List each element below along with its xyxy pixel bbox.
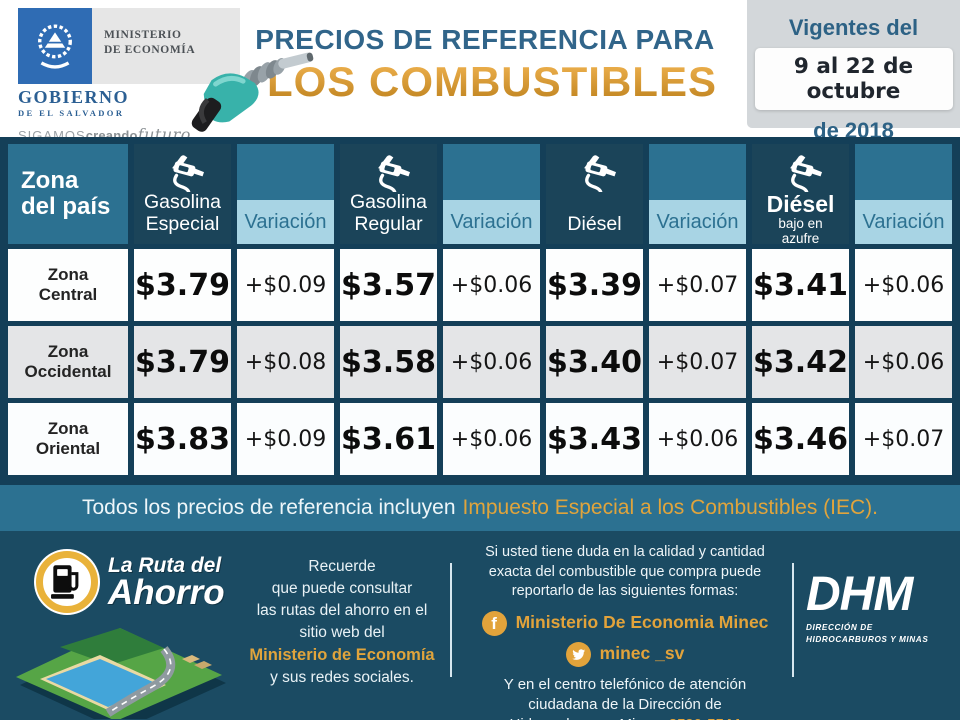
price-cell: $3.42 (752, 326, 849, 398)
twitter-icon (565, 641, 591, 667)
variation-cell: +$0.06 (649, 403, 746, 475)
report-section: Si usted tiene duda en la calidad y cant… (460, 543, 790, 720)
footer: La Ruta del Ahorro Recuerde que puede co… (0, 531, 960, 720)
coat-of-arms-icon (18, 8, 92, 84)
page-title: PRECIOS DE REFERENCIA PARA LOS COMBUSTIB… (235, 24, 735, 106)
ministry-label: MINISTERIO DE ECONOMÍA (92, 8, 240, 84)
fuel-pump-icon (377, 155, 410, 192)
zone-cell: Zona Occidental (8, 326, 128, 398)
column-header-gasolina-especial: Gasolina Especial (134, 144, 231, 244)
fuel-label-line1: Gasolina (350, 191, 427, 214)
ministry-line1: MINISTERIO (104, 29, 182, 41)
price-cell: $3.46 (752, 403, 849, 475)
ministry-highlight: Ministerio de Economía (249, 646, 435, 664)
price-cell: $3.39 (546, 249, 643, 321)
gobierno-label: GOBIERNO (18, 87, 130, 107)
zone-cell: Zona Oriental (8, 403, 128, 475)
price-cell: $3.58 (340, 326, 437, 398)
validity-dates: 9 al 22 de octubre (754, 48, 953, 110)
fuel-pump-icon (583, 155, 616, 192)
price-cell: $3.40 (546, 326, 643, 398)
fuel-pump-circle-icon (36, 551, 98, 613)
fuel-pump-icon (171, 155, 204, 192)
variation-cell: +$0.08 (237, 326, 334, 398)
column-header-variacion-2: Variación (443, 144, 540, 244)
twitter-handle: minec _sv (599, 643, 685, 664)
price-cell: $3.79 (134, 249, 231, 321)
title-line2: LOS COMBUSTIBLES (235, 58, 735, 106)
phone-number: 2590-5544 (669, 716, 741, 720)
fuel-pump-icon (789, 155, 822, 192)
validity-prefix: Vigentes del (788, 15, 919, 40)
column-header-diesel: Diésel (546, 144, 643, 244)
price-cell: $3.57 (340, 249, 437, 321)
fuel-label-line2: Regular (354, 212, 423, 235)
government-logo: MINISTERIO DE ECONOMÍA GOBIERNO DE EL SA… (18, 8, 248, 144)
variation-cell: +$0.06 (443, 249, 540, 321)
phone-text: Y en el centro telefónico de atención ci… (460, 675, 790, 720)
variation-cell: +$0.06 (443, 403, 540, 475)
price-table: Zona del país Gasolina Especial Variación (0, 137, 960, 485)
el-salvador-label: DE EL SALVADOR (18, 108, 125, 118)
facebook-row: f Ministerio De Economia Minec (460, 610, 790, 636)
variation-header-label: Variación (237, 200, 334, 244)
variation-cell: +$0.09 (237, 403, 334, 475)
validity-date-box: Vigentes del 9 al 22 de octubre de 2018 (747, 0, 960, 143)
variation-cell: +$0.09 (237, 249, 334, 321)
column-header-gasolina-regular: Gasolina Regular (340, 144, 437, 244)
price-cell: $3.41 (752, 249, 849, 321)
map-illustration (16, 628, 226, 719)
pump-nozzle-art-icon (191, 52, 314, 132)
variation-cell: +$0.06 (855, 249, 952, 321)
ruta-del-ahorro-logo: La Ruta del Ahorro (36, 551, 225, 613)
variation-header-top (649, 144, 746, 200)
iec-highlight: Impuesto Especial a los Combustibles (IE… (462, 496, 879, 519)
price-cell: $3.43 (546, 403, 643, 475)
iec-banner: Todos los precios de referencia incluyen… (0, 485, 960, 531)
variation-header-top (237, 144, 334, 200)
fuel-label-line1: Diésel (567, 212, 622, 235)
variation-cell: +$0.06 (443, 326, 540, 398)
twitter-row: minec _sv (460, 641, 790, 667)
variation-header-label: Variación (443, 200, 540, 244)
zone-cell: Zona Central (8, 249, 128, 321)
variation-cell: +$0.07 (649, 249, 746, 321)
column-header-variacion-1: Variación (237, 144, 334, 244)
variation-cell: +$0.07 (855, 403, 952, 475)
variation-cell: +$0.06 (855, 326, 952, 398)
dhm-logo: DHM DIRECCIÓN DE HIDROCARBUROS Y MINAS (806, 571, 956, 647)
header-band: MINISTERIO DE ECONOMÍA GOBIERNO DE EL SA… (0, 0, 960, 144)
column-header-variacion-4: Variación (855, 144, 952, 244)
ruta-logo-text: La Ruta del Ahorro (108, 553, 225, 612)
variation-header-label: Variación (649, 200, 746, 244)
facebook-handle: Ministerio De Economia Minec (515, 612, 769, 633)
zone-column-header: Zona del país (8, 144, 128, 244)
zone-header-line1: Zona (21, 166, 79, 194)
price-cell: $3.61 (340, 403, 437, 475)
ministry-line2: DE ECONOMÍA (104, 43, 196, 56)
variation-header-top (855, 144, 952, 200)
dhm-subtitle: DIRECCIÓN DE HIDROCARBUROS Y MINAS (806, 623, 929, 645)
variation-cell: +$0.07 (649, 326, 746, 398)
fuel-label-line1: Gasolina (144, 191, 221, 214)
variation-header-label: Variación (855, 200, 952, 244)
reminder-text: Recuerde que puede consultar las rutas d… (238, 556, 446, 689)
column-header-variacion-3: Variación (649, 144, 746, 244)
divider (792, 563, 794, 677)
column-header-diesel-bajo-azufre: Diésel bajo en azufre (752, 144, 849, 247)
zone-header-line2: del país (21, 193, 111, 220)
price-cell: $3.79 (134, 326, 231, 398)
iec-text: Todos los precios de referencia incluyen (81, 496, 456, 519)
fuel-label-line1: Diésel (766, 191, 835, 217)
facebook-icon: f (481, 610, 507, 636)
title-line1: PRECIOS DE REFERENCIA PARA (255, 24, 715, 55)
price-cell: $3.83 (134, 403, 231, 475)
fuel-label-line2: Especial (145, 212, 220, 235)
variation-header-top (443, 144, 540, 200)
divider (450, 563, 452, 677)
fuel-label-small: bajo en azufre (778, 216, 823, 247)
